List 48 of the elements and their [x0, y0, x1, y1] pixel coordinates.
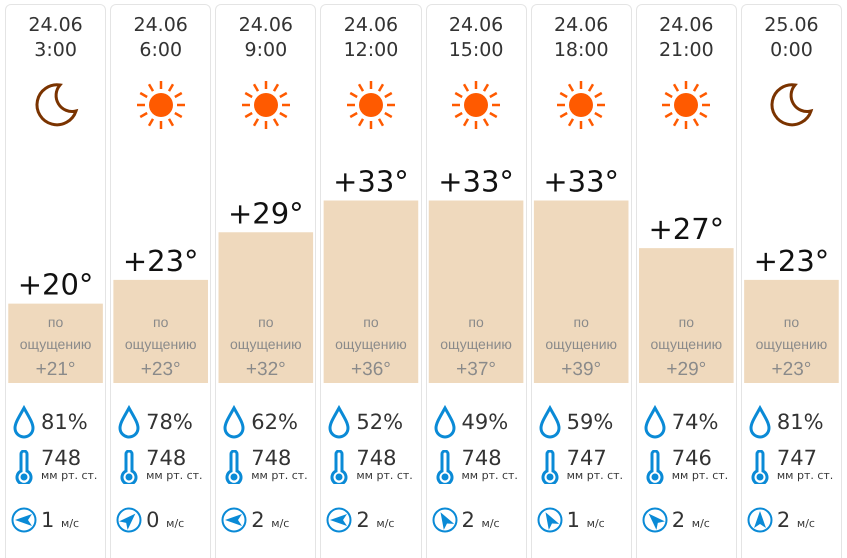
text: 1 м/с: [41, 508, 80, 532]
text: 2 м/с: [462, 508, 500, 532]
annotation: 747 мм рт. ст.: [566, 446, 624, 482]
annotation: по ощущению +23°: [124, 314, 197, 380]
annotation: по ощущению +32°: [230, 314, 302, 380]
annotation: по ощущению +21°: [20, 314, 92, 380]
annotation: по ощущению +23°: [756, 314, 828, 380]
annotation: 49%: [462, 410, 508, 434]
annotation: 74%: [672, 410, 718, 434]
x-tick-label: 24.06 15:00: [448, 14, 504, 61]
annotation: по ощущению +39°: [545, 314, 618, 380]
data-label: +29°: [228, 196, 304, 230]
annotation: 748 мм рт. ст.: [462, 446, 518, 482]
annotation: 748 мм рт. ст.: [146, 446, 203, 482]
text: 2 м/с: [672, 508, 710, 532]
annotation: 748 мм рт. ст.: [41, 446, 98, 482]
data-label: +33°: [438, 164, 514, 199]
text: 2 м/с: [251, 508, 290, 532]
data-label: +33°: [333, 164, 409, 199]
data-label: +23°: [122, 244, 199, 278]
annotation: 78%: [146, 410, 193, 434]
text: 1 м/с: [566, 508, 605, 532]
x-tick-label: 25.06 0:00: [764, 14, 819, 61]
data-label: +20°: [18, 268, 94, 302]
annotation: 746 мм рт. ст.: [672, 446, 728, 482]
text: 0 м/с: [146, 508, 184, 532]
x-tick-label: 24.06 3:00: [28, 14, 83, 61]
x-tick-label: 24.06 9:00: [238, 14, 294, 61]
data-label: +33°: [543, 164, 620, 199]
annotation: 59%: [566, 410, 614, 434]
data-label: +23°: [754, 244, 830, 278]
annotation: по ощущению +37°: [440, 314, 512, 380]
x-tick-label: 24.06 6:00: [133, 14, 188, 61]
annotation: 62%: [251, 410, 298, 434]
annotation: 748 мм рт. ст.: [251, 446, 308, 482]
annotation: 747 мм рт. ст.: [776, 446, 834, 482]
text: 2 м/с: [356, 508, 394, 532]
x-tick-label: 24.06 12:00: [344, 14, 398, 61]
data-label: +27°: [648, 212, 724, 246]
text: 2 м/с: [776, 508, 815, 532]
annotation: 81%: [41, 410, 88, 434]
annotation: 748 мм рт. ст.: [356, 446, 413, 482]
annotation: 81%: [776, 410, 824, 434]
x-tick-label: 24.06 18:00: [554, 14, 609, 61]
annotation: 52%: [356, 410, 404, 434]
annotation: по ощущению +29°: [650, 314, 722, 380]
annotation: по ощущению +36°: [335, 314, 407, 380]
x-tick-label: 24.06 21:00: [658, 14, 714, 61]
